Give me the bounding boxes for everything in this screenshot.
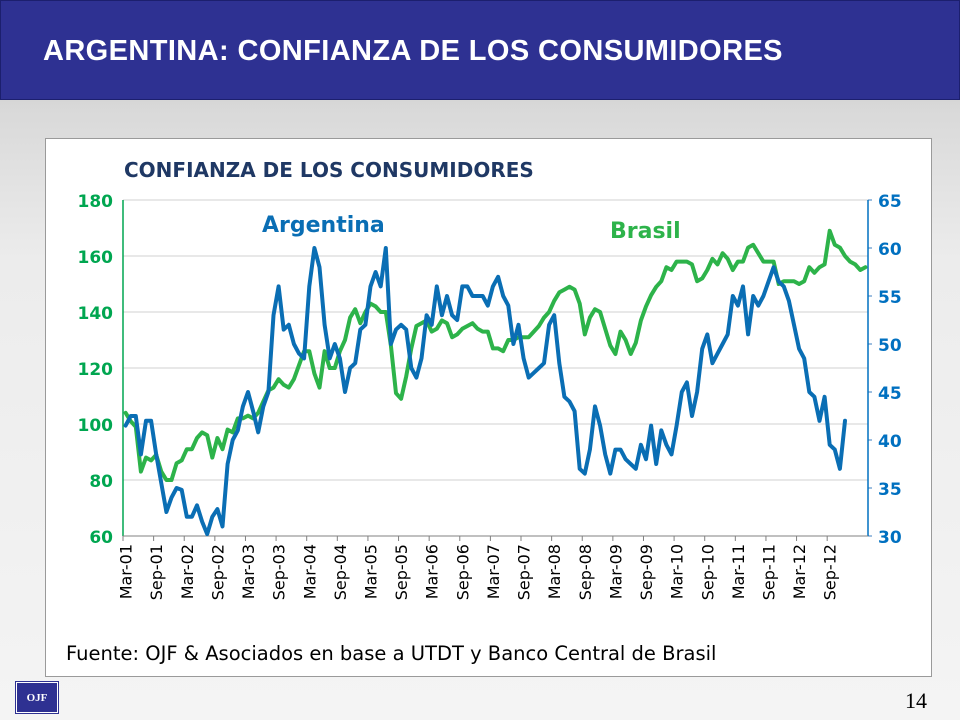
series-label-brasil: Brasil <box>610 219 681 244</box>
x-tick-label: Sep-02 <box>208 544 227 600</box>
x-tick-label: Sep-04 <box>331 544 350 600</box>
x-tick-label: Mar-05 <box>361 544 380 599</box>
x-tick-label: Mar-02 <box>178 544 197 599</box>
y-left-tick-label: 100 <box>78 416 114 436</box>
slide-title: ARGENTINA: CONFIANZA DE LOS CONSUMIDORES <box>43 35 783 67</box>
x-tick-label: Mar-03 <box>239 544 258 599</box>
x-tick-label: Mar-12 <box>790 544 809 599</box>
y-left-tick-label: 120 <box>78 360 114 380</box>
page-number: 14 <box>905 688 927 713</box>
chart-title: CONFIANZA DE LOS CONSUMIDORES <box>124 158 534 182</box>
x-tick-label: Sep-06 <box>453 544 472 600</box>
x-tick-label: Sep-11 <box>759 544 778 600</box>
x-tick-label: Mar-01 <box>117 544 136 599</box>
title-bar: ARGENTINA: CONFIANZA DE LOS CONSUMIDORES <box>0 0 960 100</box>
x-tick-label: Mar-10 <box>668 544 687 599</box>
chart: CONFIANZA DE LOS CONSUMIDORES 60 80 100 120… <box>66 158 902 665</box>
y-left-tick-label: 160 <box>78 248 114 268</box>
x-tick-label: Mar-08 <box>545 544 564 599</box>
series-line-brasil <box>123 228 868 482</box>
y-right-tick-label: 45 <box>878 384 902 404</box>
company-logo: OJF <box>16 682 58 713</box>
chart-source: Fuente: OJF & Asociados en base a UTDT y… <box>66 642 716 665</box>
x-tick-label: Sep-03 <box>270 544 289 600</box>
x-tick-label: Mar-11 <box>729 544 748 599</box>
y-left-tick-label: 80 <box>89 472 113 492</box>
x-tick-label: Sep-05 <box>392 544 411 600</box>
y-right-tick-label: 30 <box>878 528 902 548</box>
y-left-tick-label: 140 <box>78 304 114 324</box>
y-right-tick-label: 55 <box>878 288 902 308</box>
series-lines <box>123 228 868 537</box>
y-right-tick-label: 50 <box>878 336 902 356</box>
x-tick-label: Mar-06 <box>423 544 442 599</box>
x-tick-label: Sep-09 <box>637 544 656 600</box>
y-right-tick-label: 65 <box>878 192 902 212</box>
axes: 60 80 100 120 140 160 180 30 35 40 45 50 55 60 65 Mar-0… <box>78 192 902 600</box>
series-labels: Brasil Argentina <box>262 213 681 244</box>
gridlines <box>123 199 868 537</box>
series-label-argentina: Argentina <box>262 213 385 238</box>
x-tick-label: Sep-01 <box>147 544 166 600</box>
x-tick-label: Sep-12 <box>821 544 840 600</box>
x-tick-label: Mar-09 <box>606 544 625 599</box>
y-right-tick-label: 40 <box>878 432 902 452</box>
x-tick-label: Sep-07 <box>515 544 534 600</box>
y-right-tick-label: 35 <box>878 480 902 500</box>
y-left-tick-label: 60 <box>89 528 113 548</box>
x-tick-label: Sep-10 <box>698 544 717 600</box>
x-tick-label: Sep-08 <box>576 544 595 600</box>
x-tick-label: Mar-04 <box>300 544 319 599</box>
series-line-argentina <box>123 246 847 537</box>
y-left-tick-label: 180 <box>78 192 114 212</box>
x-tick-label: Mar-07 <box>484 544 503 599</box>
chart-container: CONFIANZA DE LOS CONSUMIDORES 60 80 100 120… <box>45 138 932 677</box>
y-right-tick-label: 60 <box>878 240 902 260</box>
